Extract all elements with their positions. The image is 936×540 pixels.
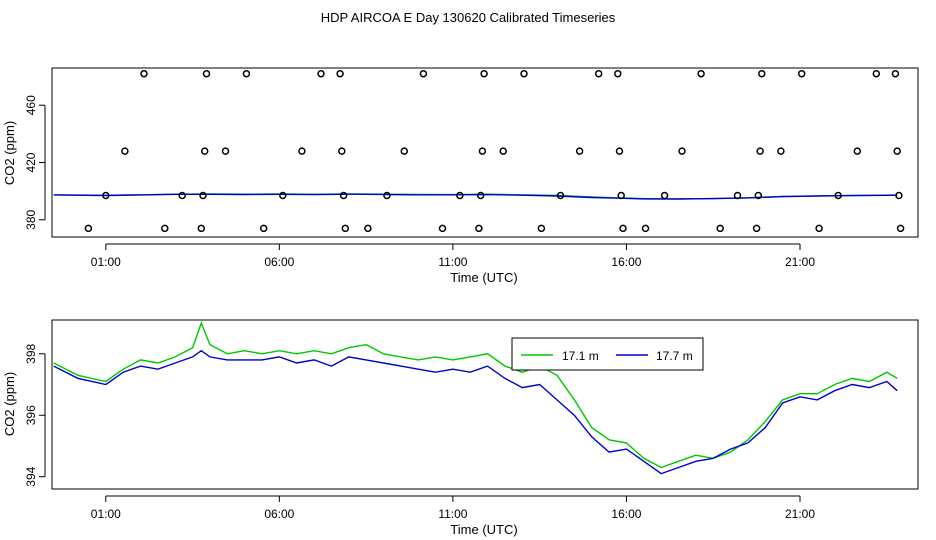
data-point <box>556 191 565 200</box>
data-point <box>475 224 483 233</box>
top-x-tick-label: 01:00 <box>91 255 121 269</box>
data-point <box>478 147 487 155</box>
bottom-y-tick-label: 396 <box>24 405 38 425</box>
bottom-y-tick-label: 398 <box>24 343 38 363</box>
bottom-x-tick-label: 11:00 <box>438 507 467 521</box>
data-point <box>619 224 627 233</box>
data-point <box>456 191 464 200</box>
data-point <box>815 224 823 233</box>
top-y-tick-label: 380 <box>24 209 38 229</box>
data-point <box>617 191 625 200</box>
bottom-x-axis-label: Time (UTC) <box>450 522 517 537</box>
data-point <box>480 69 488 78</box>
bottom-series-group <box>53 321 898 475</box>
data-point <box>615 147 624 155</box>
data-point <box>178 191 186 200</box>
data-point <box>641 224 650 233</box>
top-x-tick-label: 16:00 <box>611 255 641 269</box>
bottom-series-line-green <box>53 321 898 469</box>
bottom-y-tick-label: 394 <box>24 466 38 486</box>
data-point <box>895 191 903 200</box>
data-point <box>733 191 742 200</box>
data-point <box>338 147 346 155</box>
data-point <box>298 147 306 155</box>
data-point <box>896 224 905 233</box>
data-point <box>697 69 705 78</box>
data-point <box>317 69 325 78</box>
top-x-tick-label: 06:00 <box>264 255 294 269</box>
legend: 17.1 m 17.7 m <box>511 337 704 371</box>
data-point <box>197 224 206 233</box>
data-point <box>499 147 507 155</box>
top-x-axis-label: Time (UTC) <box>450 270 517 285</box>
data-point <box>575 147 584 155</box>
data-point <box>364 224 372 233</box>
top-plot-frame <box>51 67 919 238</box>
data-point <box>102 191 110 200</box>
data-point <box>221 147 230 155</box>
data-point <box>199 191 207 200</box>
top-panel: 01:00 06:00 11:00 16:00 21:00 380 420 460 Time … <box>2 67 919 285</box>
data-point <box>756 147 764 155</box>
top-x-tick-label: 11:00 <box>438 255 467 269</box>
chart-title: HDP AIRCOA E Day 130620 Calibrated Times… <box>321 10 616 25</box>
data-point <box>594 69 603 78</box>
data-point <box>400 147 409 155</box>
data-point <box>419 69 428 78</box>
legend-label-17-1m: 17.1 m <box>562 349 599 363</box>
data-point <box>339 191 348 200</box>
bottom-x-tick-label: 06:00 <box>264 507 294 521</box>
data-point <box>259 224 268 233</box>
bottom-x-tick-label: 01:00 <box>91 507 121 521</box>
data-point <box>893 147 901 155</box>
data-point <box>660 191 669 200</box>
data-point <box>614 69 622 78</box>
legend-box <box>511 337 704 371</box>
data-point <box>834 191 842 200</box>
top-series-line-blue <box>53 193 898 200</box>
data-point <box>121 147 129 155</box>
data-point <box>891 69 900 78</box>
data-point <box>872 69 881 78</box>
data-point <box>777 147 785 155</box>
top-points-group <box>84 69 905 233</box>
data-point <box>797 69 806 78</box>
legend-label-17-7m: 17.7 m <box>656 349 693 363</box>
data-point <box>202 69 211 78</box>
top-x-tick-label: 21:00 <box>785 255 815 269</box>
top-series-group <box>53 193 898 200</box>
bottom-x-tick-label: 21:00 <box>785 507 815 521</box>
top-y-tick-label: 460 <box>24 95 38 115</box>
data-point <box>678 147 686 155</box>
data-point <box>84 224 93 233</box>
data-point <box>520 69 528 78</box>
top-y-tick-label: 420 <box>24 152 38 172</box>
data-point <box>537 224 546 233</box>
top-y-axis-label: CO2 (ppm) <box>2 121 17 185</box>
data-point <box>336 69 344 78</box>
data-point <box>716 224 724 233</box>
bottom-plot-frame <box>51 319 919 490</box>
data-point <box>438 224 447 233</box>
data-point <box>383 191 391 200</box>
bottom-series-line-blue <box>53 349 898 475</box>
bottom-panel: 01:00 06:00 11:00 16:00 21:00 394 396 398 Time … <box>2 319 919 537</box>
data-point <box>752 224 761 233</box>
data-point <box>200 147 209 155</box>
bottom-x-tick-label: 16:00 <box>611 507 641 521</box>
data-point <box>341 224 350 233</box>
bottom-axes: 01:00 06:00 11:00 16:00 21:00 394 396 398 <box>24 343 815 521</box>
data-point <box>853 147 862 155</box>
bottom-y-axis-label: CO2 (ppm) <box>2 372 17 436</box>
top-axes: 01:00 06:00 11:00 16:00 21:00 380 420 460 <box>24 95 815 269</box>
data-point <box>140 69 148 78</box>
data-point <box>758 69 766 78</box>
data-point <box>161 224 169 233</box>
data-point <box>754 191 763 200</box>
data-point <box>242 69 251 78</box>
data-point <box>476 191 485 200</box>
data-point <box>279 191 287 200</box>
